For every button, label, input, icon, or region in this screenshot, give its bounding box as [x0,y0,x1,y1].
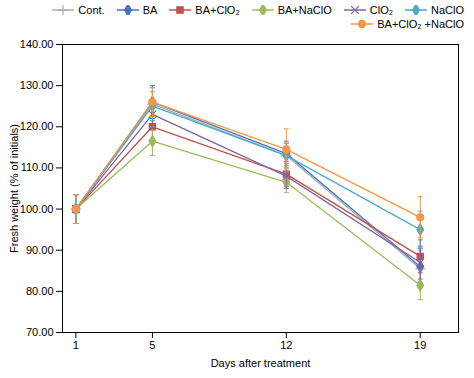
svg-text:120.00: 120.00 [20,120,54,132]
html-text:BA+ClO₂ +NaClO: BA+ClO₂ +NaClO [377,18,464,30]
svg-text:12: 12 [280,339,292,351]
html-text:ClO₂: ClO₂ [369,4,393,16]
html-text:BA+NaClO: BA+NaClO [277,4,332,16]
svg-text:Days after treatment: Days after treatment [211,357,311,369]
html-text:NaClO: NaClO [431,4,464,16]
svg-text:110.00: 110.00 [21,161,54,173]
svg-text:1: 1 [73,339,79,351]
svg-text:140.00: 140.00 [20,38,54,50]
svg-text:5: 5 [149,339,155,351]
svg-text:70.00: 70.00 [26,326,54,338]
svg-text:19: 19 [414,339,426,351]
html-text:Cont.: Cont. [78,4,105,16]
html-text:BA: BA [142,4,158,16]
svg-text:90.00: 90.00 [26,244,54,256]
svg-text:130.00: 130.00 [20,79,54,91]
svg-text:100.00: 100.00 [20,203,54,215]
svg-text:Fresh weight (% of initials): Fresh weight (% of initials) [8,124,20,253]
svg-text:80.00: 80.00 [26,285,54,297]
html-text:BA+ClO₂: BA+ClO₂ [195,4,240,16]
